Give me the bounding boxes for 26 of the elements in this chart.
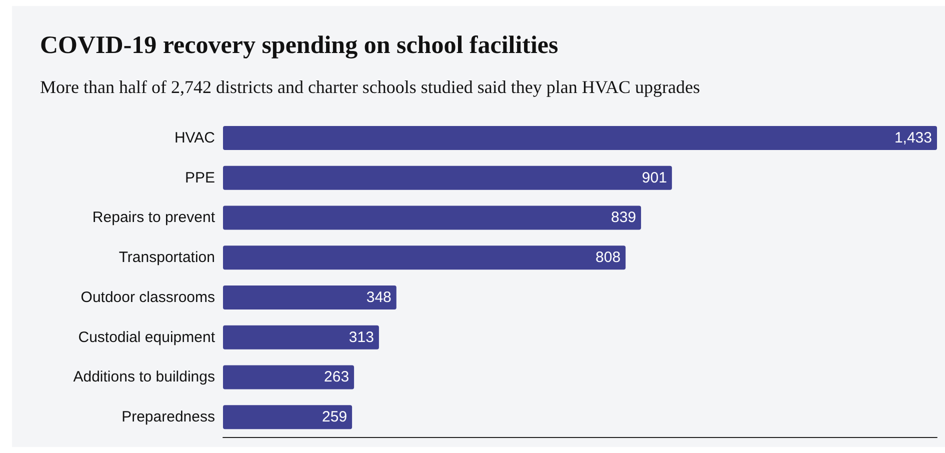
bar <box>223 166 672 190</box>
data-label: 808 <box>596 249 621 266</box>
y-tick-label: Additions to buildings <box>73 368 215 386</box>
y-tick-label: Outdoor classrooms <box>80 288 215 306</box>
data-label: 839 <box>611 209 636 226</box>
chart-subtitle: More than half of 2,742 districts and charter schools studied said they plan HVAC upgrades <box>40 77 700 97</box>
bar <box>223 285 396 310</box>
data-label: 259 <box>322 408 348 426</box>
bar <box>223 246 626 270</box>
data-label: 263 <box>324 368 350 386</box>
y-tick-label: Preparedness <box>122 408 215 426</box>
bar <box>223 206 642 230</box>
chart-title: COVID-19 recovery spending on school facilities <box>40 32 559 59</box>
data-label: 348 <box>366 288 392 306</box>
bar <box>223 325 379 350</box>
y-tick-label: PPE <box>184 169 215 186</box>
bar <box>223 365 354 390</box>
bar <box>223 126 937 150</box>
data-label: 313 <box>348 328 374 346</box>
bar <box>223 405 352 430</box>
y-tick-label: HVAC <box>174 129 216 146</box>
data-label: 901 <box>642 169 667 186</box>
y-tick-label: Custodial equipment <box>78 328 216 346</box>
y-tick-label: Transportation <box>118 249 215 266</box>
data-label: 1,433 <box>894 129 932 146</box>
y-tick-label: Repairs to prevent <box>92 209 216 226</box>
